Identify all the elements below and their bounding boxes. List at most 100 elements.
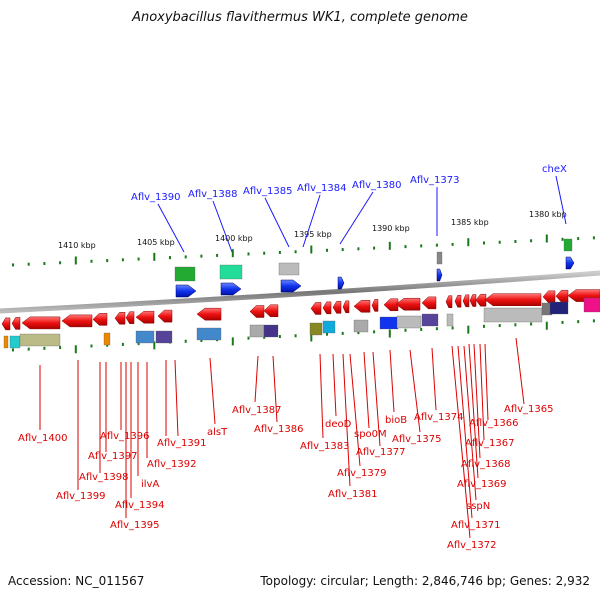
scale-tick xyxy=(106,259,109,263)
scale-tick xyxy=(357,247,360,251)
gene-arrow xyxy=(484,293,542,306)
gene-label[interactable]: Aflv_1385 xyxy=(243,186,293,197)
gene-label[interactable]: Aflv_1397 xyxy=(88,451,138,462)
gene-label[interactable]: bioB xyxy=(385,415,407,426)
feature-block xyxy=(155,330,173,344)
gene-label[interactable]: Aflv_1383 xyxy=(300,441,350,452)
feature-block xyxy=(263,324,279,338)
gene-label[interactable]: Aflv_1400 xyxy=(18,433,68,444)
gene-label[interactable]: Aflv_1380 xyxy=(352,180,402,191)
gene-arrow xyxy=(542,290,556,304)
gene-label[interactable]: Aflv_1386 xyxy=(254,424,304,435)
scale-tick xyxy=(184,255,187,259)
scale-tick xyxy=(592,236,595,240)
scale-tick xyxy=(514,323,517,327)
scale-tick xyxy=(483,241,485,245)
gene-label[interactable]: Aflv_1373 xyxy=(410,175,460,186)
gene-arrow xyxy=(475,293,487,307)
feature-block xyxy=(583,297,600,313)
scale-tick xyxy=(59,346,62,350)
gene-label[interactable]: Aflv_1368 xyxy=(461,459,511,470)
gene-label[interactable]: Aflv_1399 xyxy=(56,491,106,502)
scale-tick xyxy=(561,320,564,324)
lower-scale-track xyxy=(12,319,595,354)
scale-tick xyxy=(577,237,580,241)
gene-label[interactable]: Aflv_1366 xyxy=(469,418,519,429)
scale-tick xyxy=(435,327,438,331)
gene-label[interactable]: Aflv_1392 xyxy=(147,459,197,470)
scale-tick xyxy=(169,256,171,260)
scale-tick xyxy=(278,250,281,254)
feature-block xyxy=(3,335,9,349)
gene-label[interactable]: Aflv_1377 xyxy=(356,447,406,458)
gene-label[interactable]: Aflv_1372 xyxy=(447,540,497,551)
gene-arrow xyxy=(249,305,265,318)
gene-arrow xyxy=(322,301,332,315)
scale-tick xyxy=(294,334,297,338)
gene-label[interactable]: Aflv_1381 xyxy=(328,489,378,500)
gene-label[interactable]: sspN xyxy=(466,501,490,512)
gene-label[interactable]: Aflv_1388 xyxy=(188,189,238,200)
scale-tick xyxy=(43,261,46,265)
scale-tick xyxy=(263,251,266,255)
gene-label[interactable]: deoD xyxy=(325,419,352,430)
gene-label[interactable]: Aflv_1391 xyxy=(157,438,207,449)
gene-arrow xyxy=(555,289,569,303)
gene-label[interactable]: cheX xyxy=(542,164,567,175)
gene-arrow xyxy=(445,295,453,308)
feature-block xyxy=(421,313,439,327)
scale-tick xyxy=(310,333,313,342)
gene-label[interactable]: alsT xyxy=(207,427,228,438)
feature-block xyxy=(309,322,323,336)
gene-label[interactable]: Aflv_1394 xyxy=(115,500,165,511)
reverse-gene-labels: Aflv_1400 Aflv_1399 Aflv_1398 Aflv_1397 … xyxy=(18,404,554,551)
gene-arrow xyxy=(353,300,371,313)
gene-label[interactable]: Aflv_1374 xyxy=(414,412,464,423)
scale-tick xyxy=(12,263,14,267)
scale-tick xyxy=(514,239,517,243)
gene-arrow xyxy=(383,298,399,312)
scale-tick xyxy=(545,234,548,243)
gene-label[interactable]: Aflv_1384 xyxy=(297,183,347,194)
scale-tick xyxy=(153,341,156,350)
gene-arrow xyxy=(92,313,108,326)
gene-arrow xyxy=(421,296,437,310)
gene-label[interactable]: Aflv_1367 xyxy=(465,438,515,449)
gene-label[interactable]: Aflv_1398 xyxy=(79,472,129,483)
scale-tick xyxy=(341,248,344,252)
gene-label[interactable]: ilvA xyxy=(141,479,159,490)
feature-block xyxy=(196,327,222,341)
gene-label[interactable]: Aflv_1365 xyxy=(504,404,554,415)
gene-label[interactable]: Aflv_1369 xyxy=(457,479,507,490)
gene-label[interactable]: Aflv_1371 xyxy=(451,520,501,531)
gene-label[interactable]: Aflv_1395 xyxy=(110,520,160,531)
gene-label[interactable]: Aflv_1379 xyxy=(337,468,387,479)
scale-label: 1400 kbp xyxy=(215,234,253,243)
scale-tick xyxy=(59,261,62,265)
scale-tick xyxy=(530,239,533,243)
feature-block xyxy=(446,313,454,327)
gene-label[interactable]: spo0M xyxy=(354,429,387,440)
scale-tick xyxy=(577,320,580,324)
feature-blocks xyxy=(3,238,600,349)
gene-arrow xyxy=(280,279,302,293)
scale-label: 1405 kbp xyxy=(137,238,175,247)
gene-label[interactable]: Aflv_1396 xyxy=(100,431,150,442)
scale-tick xyxy=(373,246,376,250)
upper-scale-track xyxy=(12,234,595,267)
gene-label[interactable]: Aflv_1375 xyxy=(392,434,442,445)
scale-tick xyxy=(12,348,14,352)
scale-label: 1380 kbp xyxy=(529,210,567,219)
scale-tick xyxy=(278,335,281,339)
scale-tick xyxy=(467,325,470,334)
feature-block xyxy=(19,333,61,347)
scale-label: 1410 kbp xyxy=(58,241,96,250)
scale-tick xyxy=(420,244,423,248)
gene-label[interactable]: Aflv_1390 xyxy=(131,192,181,203)
gene-label[interactable]: Aflv_1387 xyxy=(232,405,282,416)
scale-tick xyxy=(247,252,250,256)
gene-arrow xyxy=(436,268,443,282)
feature-block xyxy=(483,307,543,323)
scale-tick xyxy=(121,342,124,346)
